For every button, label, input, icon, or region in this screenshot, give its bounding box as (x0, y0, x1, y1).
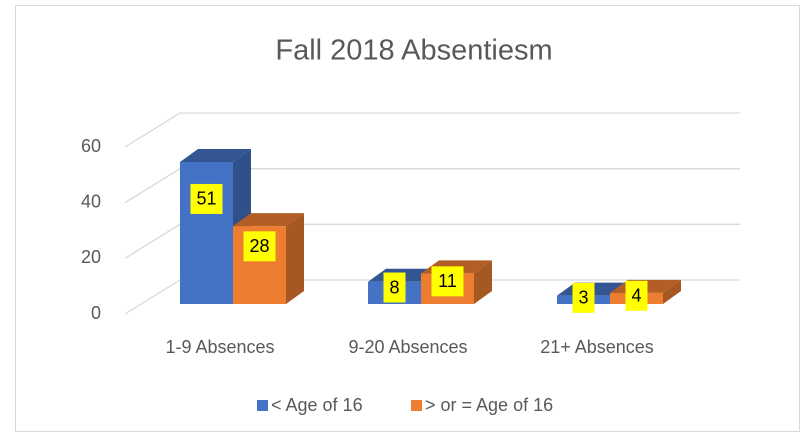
chart-title: Fall 2018 Absentiesm (275, 35, 552, 67)
data-label: 3 (578, 288, 588, 308)
data-label-box (572, 282, 595, 313)
chart-frame (15, 5, 800, 432)
legend-label: > or = Age of 16 (425, 395, 553, 415)
legend-swatch (411, 400, 422, 411)
x-tick-label: 21+ Absences (540, 337, 654, 357)
y-tick-label: 40 (81, 191, 101, 211)
bar-side (474, 260, 492, 304)
data-label: 28 (249, 236, 269, 256)
bar-side (286, 213, 304, 304)
data-label-box (190, 183, 223, 214)
data-label-box (383, 272, 406, 303)
legend-swatch (257, 400, 268, 411)
y-tick-label: 60 (81, 136, 101, 156)
data-label-box (431, 266, 464, 297)
data-label-box (625, 280, 648, 311)
x-tick-label: 9-20 Absences (348, 337, 467, 357)
data-label: 51 (196, 189, 216, 209)
bar-front (180, 162, 233, 304)
bar-side (663, 279, 681, 304)
bar-top (180, 149, 251, 163)
y-tick-label: 20 (81, 247, 101, 267)
data-label: 11 (438, 271, 457, 291)
legend-label: < Age of 16 (271, 395, 363, 415)
data-label: 4 (631, 286, 641, 306)
data-label: 8 (389, 277, 399, 297)
grid-line (124, 112, 740, 148)
x-tick-label: 1-9 Absences (165, 337, 274, 357)
bar-top (233, 213, 304, 227)
data-label-box (243, 231, 276, 262)
y-tick-label: 0 (91, 303, 101, 323)
